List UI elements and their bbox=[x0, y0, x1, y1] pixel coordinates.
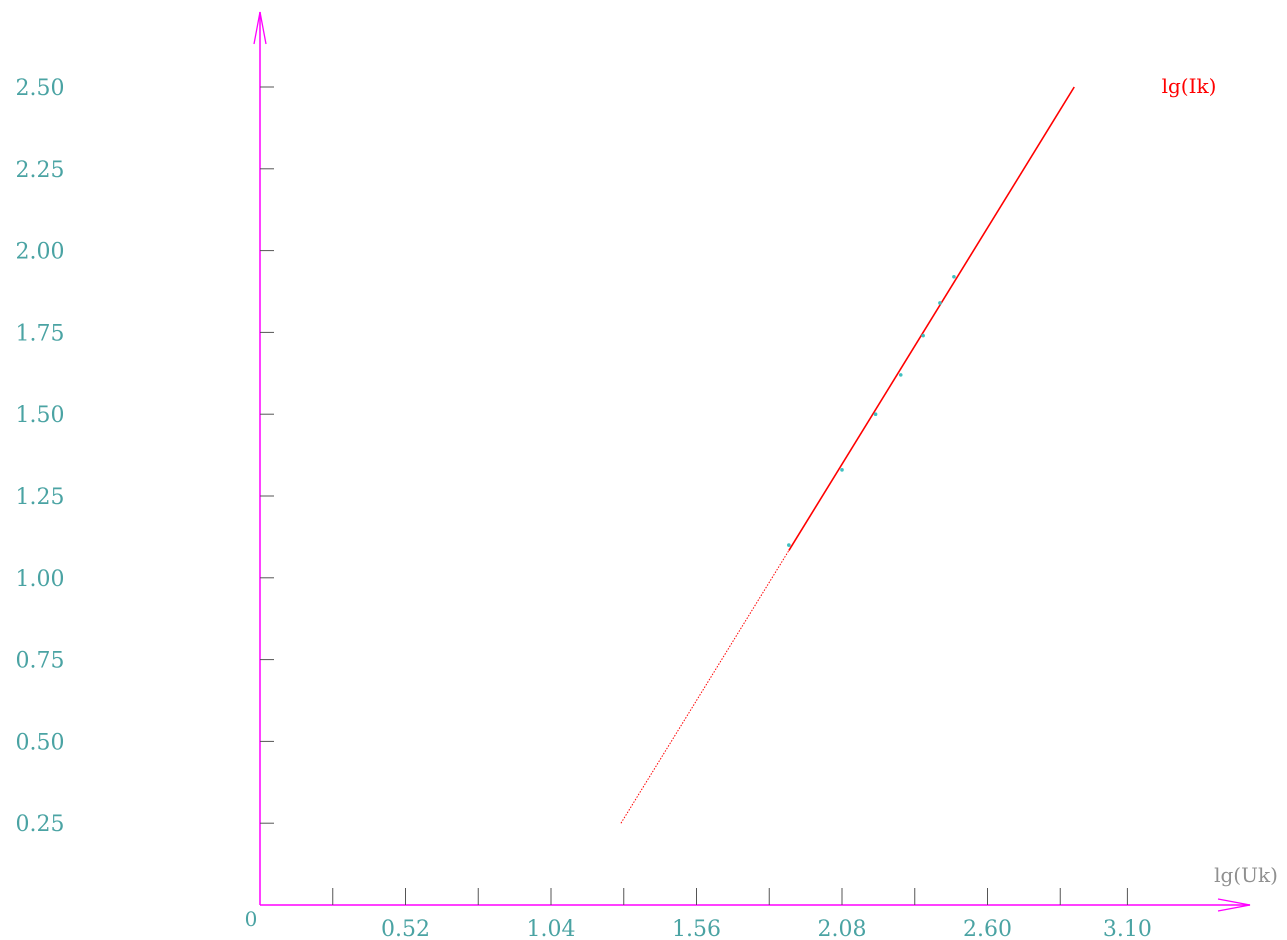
data-point-1 bbox=[840, 468, 844, 472]
y-tick-label-6: 1.75 bbox=[16, 321, 65, 346]
y-tick-label-1: 0.50 bbox=[16, 730, 65, 755]
data-point-5 bbox=[938, 301, 942, 305]
x-axis-title: lg(Uk) bbox=[1214, 863, 1278, 887]
data-point-4 bbox=[921, 333, 925, 338]
y-tick-label-8: 2.25 bbox=[16, 158, 65, 183]
x-axis-arrow bbox=[1217, 898, 1251, 912]
data-point-6 bbox=[952, 274, 956, 279]
plot-area bbox=[620, 86, 1075, 824]
data-point-0 bbox=[787, 543, 791, 547]
series-label-lg-ik: lg(Ik) bbox=[1162, 74, 1217, 98]
axes bbox=[253, 11, 1251, 912]
fit-line bbox=[788, 86, 1075, 551]
x-tick-label-4: 2.60 bbox=[963, 917, 1012, 940]
y-tick-label-7: 2.00 bbox=[16, 240, 65, 265]
x-tick-label-5: 3.10 bbox=[1103, 917, 1152, 940]
x-tick-label-3: 2.08 bbox=[818, 917, 867, 940]
ticks bbox=[260, 86, 1128, 905]
tick-labels: 0.52 1.04 1.56 2.08 2.60 3.10 0.25 0.50 0.75 1.00… bbox=[16, 76, 1152, 940]
y-tick-label-2: 0.75 bbox=[16, 649, 65, 674]
y-tick-label-5: 1.50 bbox=[16, 403, 65, 428]
y-tick-label-0: 0.25 bbox=[16, 812, 65, 837]
x-tick-label-0: 0.52 bbox=[381, 917, 430, 940]
fit-line-extrapolated bbox=[620, 550, 790, 824]
y-tick-label-3: 1.00 bbox=[16, 567, 65, 592]
data-point-3 bbox=[898, 373, 903, 377]
x-tick-label-1: 1.04 bbox=[527, 917, 576, 940]
data-point-2 bbox=[873, 412, 878, 417]
x-tick-label-2: 1.56 bbox=[672, 917, 721, 940]
y-tick-label-4: 1.25 bbox=[16, 485, 65, 510]
y-axis-arrow bbox=[253, 11, 267, 45]
y-tick-label-9: 2.50 bbox=[16, 76, 65, 101]
origin-label: 0 bbox=[245, 907, 258, 931]
